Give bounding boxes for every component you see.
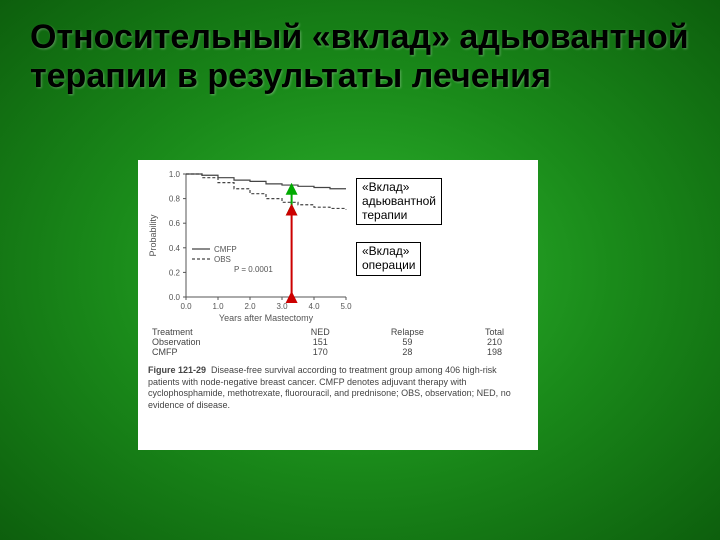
svg-text:1.0: 1.0 [212,302,224,311]
svg-text:0.6: 0.6 [169,219,181,228]
table-row: Treatment NED Relapse Total [146,327,530,337]
figure-caption: Figure 121-29 Disease-free survival acco… [146,365,530,412]
svg-text:CMFP: CMFP [214,245,237,254]
callout-text: терапии [362,208,407,222]
table-cell: 198 [459,347,530,357]
table-cell: CMFP [146,347,285,357]
callout-text: «Вклад» [362,244,409,258]
table-header: Relapse [356,327,459,337]
svg-text:2.0: 2.0 [244,302,256,311]
table-header: Total [459,327,530,337]
callout-adjuvant: «Вклад» адьювантной терапии [356,178,442,225]
svg-text:OBS: OBS [214,255,231,264]
svg-text:5.0: 5.0 [340,302,352,311]
table-row: CMFP 170 28 198 [146,347,530,357]
chart-svg: 0.0 0.2 0.4 0.6 0.8 1.0 0.0 1.0 2.0 3.0 4.0 5.0 Year… [146,168,530,323]
svg-text:0.4: 0.4 [169,244,181,253]
svg-text:0.0: 0.0 [169,293,181,302]
svg-text:1.0: 1.0 [169,170,181,179]
table-header: Treatment [146,327,285,337]
svg-text:0.8: 0.8 [169,195,181,204]
results-table: Treatment NED Relapse Total Observation … [146,327,530,357]
table-cell: 170 [285,347,356,357]
svg-text:0.0: 0.0 [180,302,192,311]
svg-text:4.0: 4.0 [308,302,320,311]
survival-chart: 0.0 0.2 0.4 0.6 0.8 1.0 0.0 1.0 2.0 3.0 4.0 5.0 Year… [146,168,530,323]
figure-panel: 0.0 0.2 0.4 0.6 0.8 1.0 0.0 1.0 2.0 3.0 4.0 5.0 Year… [138,160,538,450]
callout-text: адьювантной [362,194,436,208]
table-header: NED [285,327,356,337]
svg-text:3.0: 3.0 [276,302,288,311]
svg-text:Years after Mastectomy: Years after Mastectomy [219,313,314,323]
table-cell: 59 [356,337,459,347]
table-cell: Observation [146,337,285,347]
svg-text:Probability: Probability [148,214,158,257]
svg-text:P = 0.0001: P = 0.0001 [234,265,273,274]
table-row: Observation 151 59 210 [146,337,530,347]
callout-text: «Вклад» [362,180,409,194]
table-cell: 210 [459,337,530,347]
callout-surgery: «Вклад» операции [356,242,421,276]
svg-text:0.2: 0.2 [169,268,181,277]
table-cell: 28 [356,347,459,357]
table-cell: 151 [285,337,356,347]
slide-title: Относительный «вклад» адьювантной терапи… [0,0,720,96]
figure-number: Figure 121-29 [148,365,206,375]
callout-text: операции [362,258,415,272]
